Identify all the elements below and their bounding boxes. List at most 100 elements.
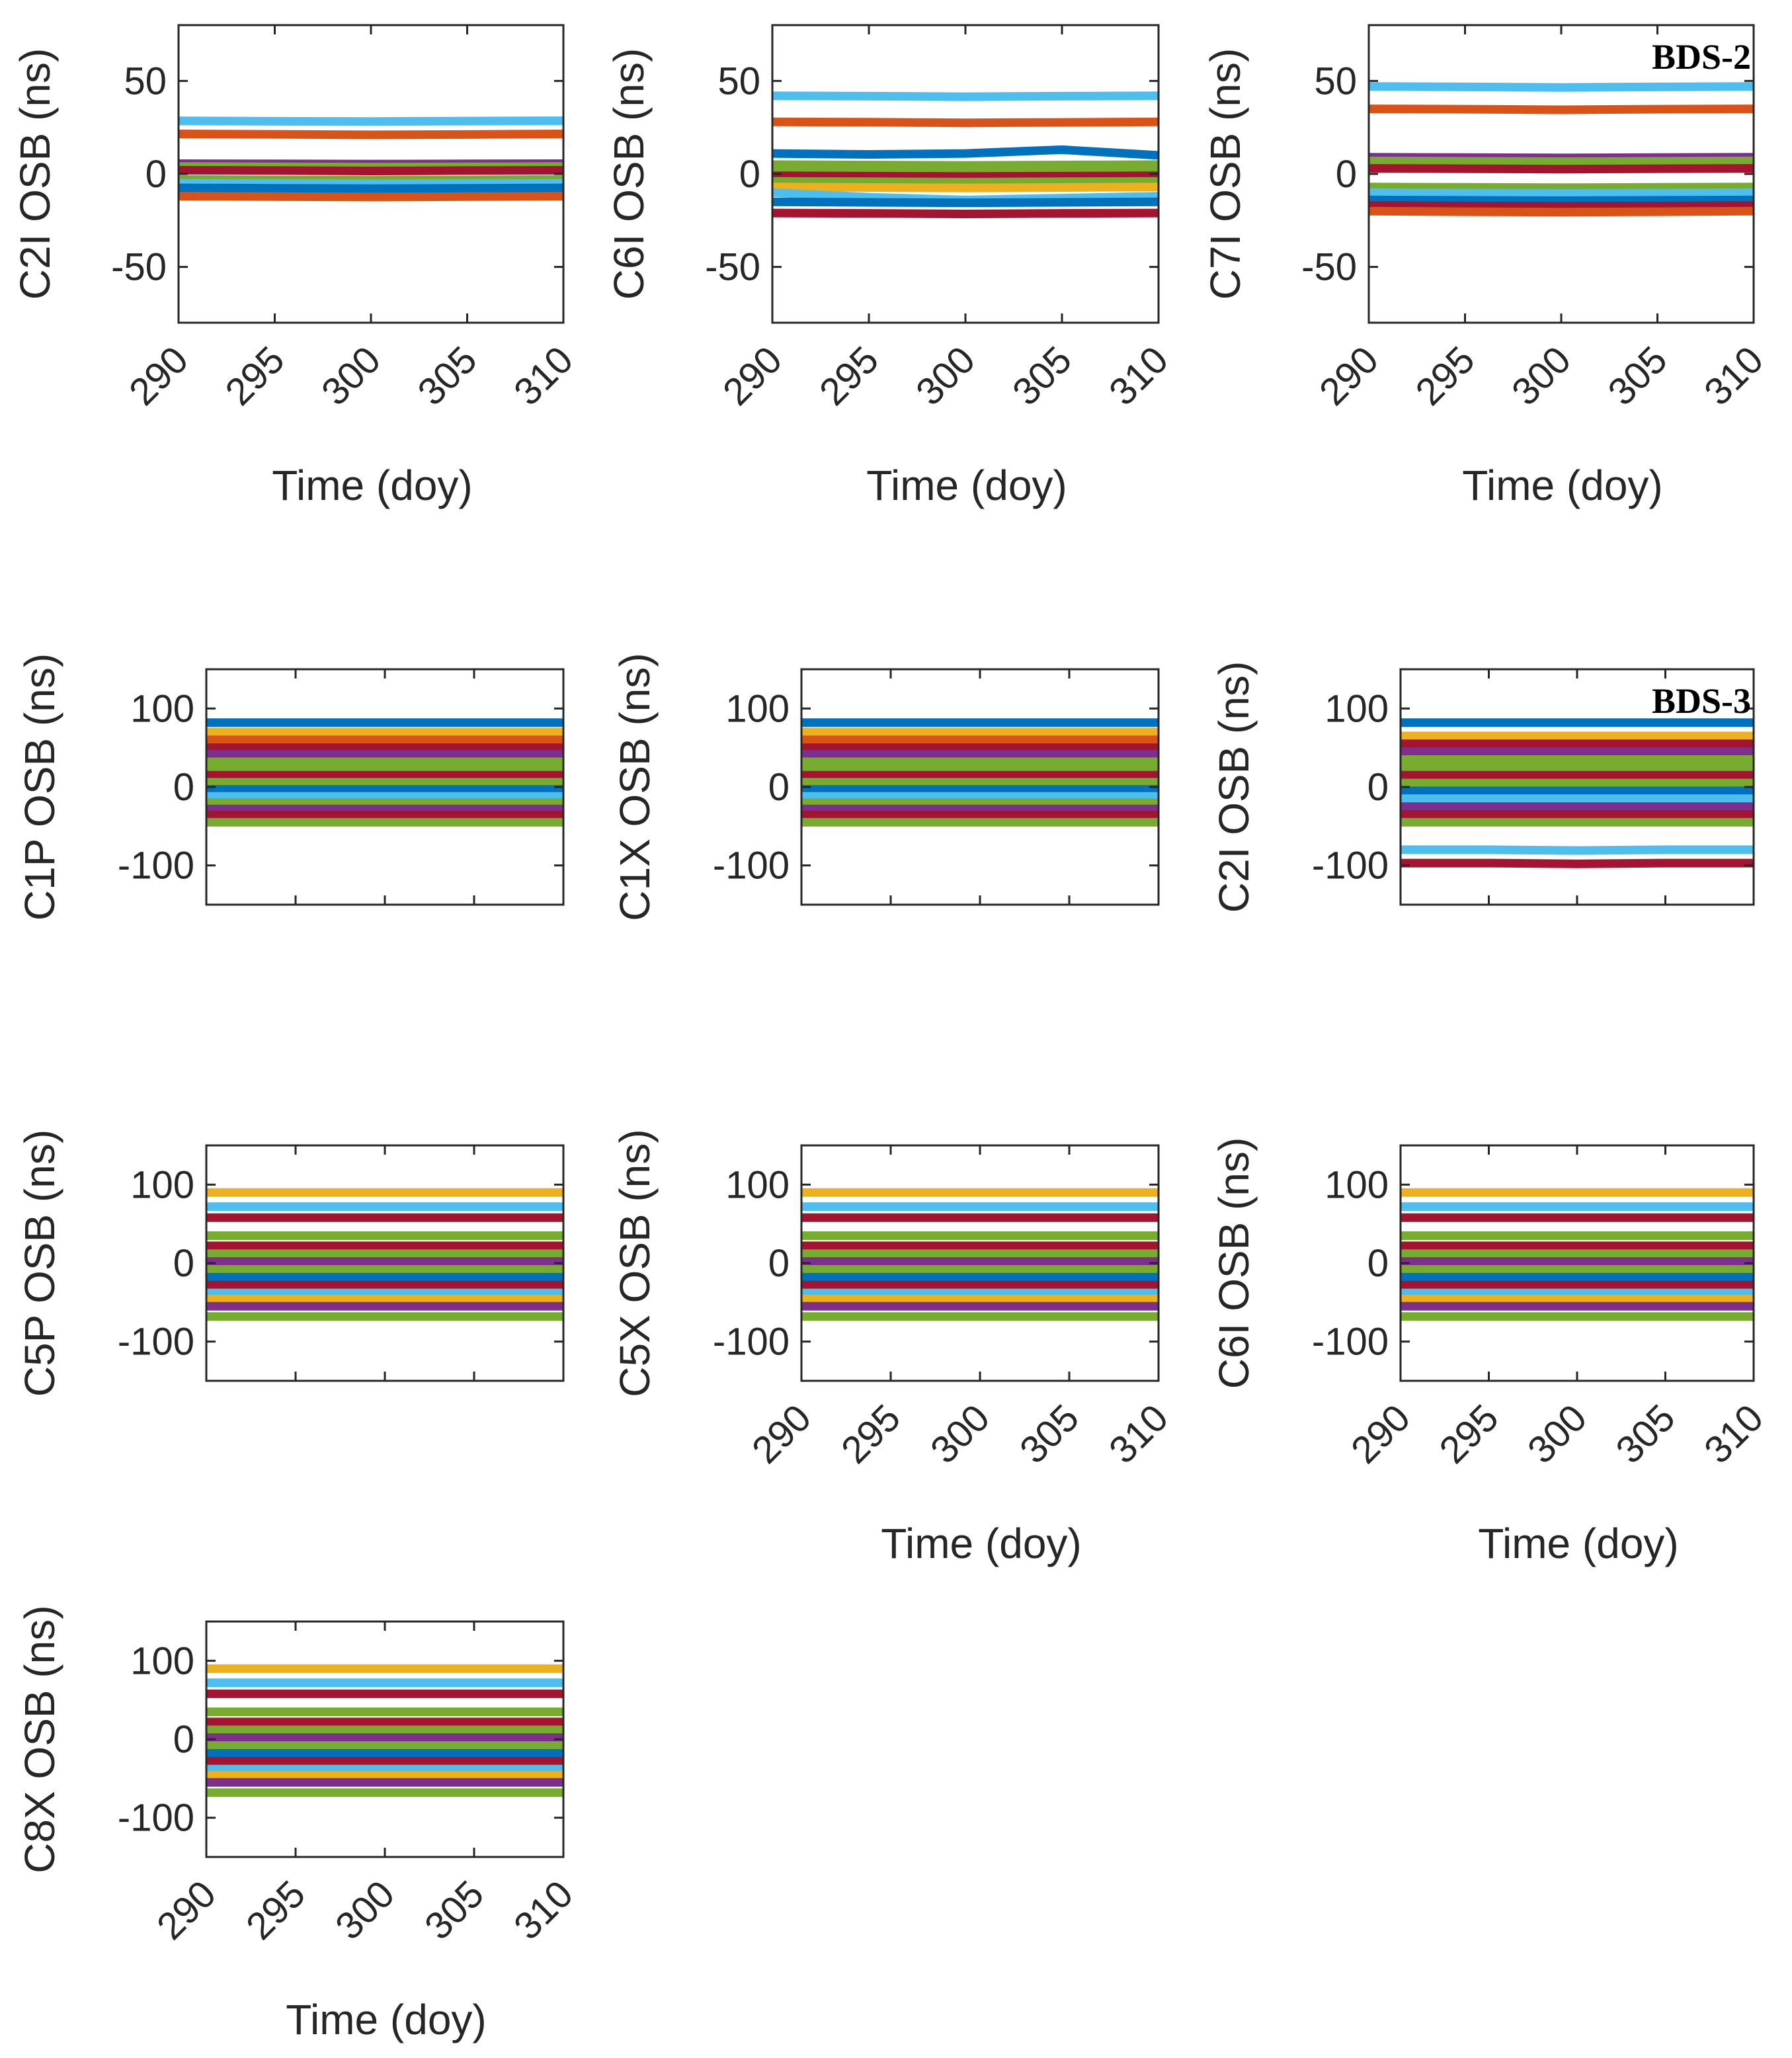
x-tick-label: 290: [744, 1396, 819, 1471]
chart-panel: 290 295 300 305 310 -100 0 100 C5X OSB (ns) Time …: [611, 1129, 1176, 1567]
x-tick-label: 295: [833, 1396, 909, 1471]
y-tick-label: -100: [118, 1797, 194, 1840]
series-group: [801, 718, 1159, 827]
x-tick-label: 310: [1101, 1396, 1176, 1471]
y-axis-title: C8X OSB (ns): [16, 1605, 63, 1873]
y-tick-label: 0: [768, 1242, 790, 1285]
y-tick-label: -50: [705, 246, 760, 289]
y-tick-label: 0: [173, 1718, 194, 1761]
chart-panel: -100 0 100 C1P OSB (ns): [16, 653, 565, 921]
series-line-6: [1369, 183, 1754, 192]
x-tick-label: 305: [409, 338, 485, 413]
x-tick-label: 295: [1431, 1396, 1506, 1471]
series-group: [772, 91, 1159, 218]
y-tick-label: 100: [1324, 687, 1389, 730]
y-tick-label: 100: [130, 1639, 194, 1682]
x-tick-label: 310: [1101, 338, 1176, 413]
y-tick-label: 100: [725, 1163, 790, 1206]
chart-panel: -100 0 100 C1X OSB (ns): [611, 653, 1160, 921]
y-axis-title: C7I OSB (ns): [1201, 48, 1249, 300]
series-line-8: [772, 183, 1159, 192]
plot-area: [1369, 25, 1754, 323]
x-axis-title: Time (doy): [1478, 1520, 1678, 1567]
series-group: [1369, 82, 1754, 217]
x-axis-title: Time (doy): [286, 1996, 486, 2043]
chart-panel: 290 295 300 305 310 -100 0 100 C6I OSB (ns) Time …: [1210, 1137, 1772, 1567]
series-line-11: [772, 208, 1159, 218]
chart-panel: 290 295 300 305 310 -50 0 50 C2I OSB (ns) Time (d…: [11, 24, 581, 509]
series-line-5: [179, 165, 563, 175]
y-tick-label: 100: [130, 1163, 194, 1206]
x-tick-label: 300: [1520, 1396, 1595, 1471]
y-axis-title: C5X OSB (ns): [611, 1129, 659, 1397]
x-tick-label: 290: [715, 338, 790, 413]
x-tick-label: 300: [922, 1396, 998, 1471]
y-tick-label: 50: [717, 60, 760, 103]
x-tick-label: 290: [149, 1872, 224, 1948]
y-tick-label: -100: [118, 1321, 194, 1364]
series-line-1: [772, 91, 1159, 101]
x-tick-label: 290: [1343, 1396, 1418, 1471]
x-tick-label: 295: [1407, 338, 1483, 413]
y-tick-label: 100: [725, 687, 790, 730]
chart-panel: -100 0 100 C5P OSB (ns): [16, 1130, 565, 1397]
y-tick-label: 50: [1314, 60, 1357, 103]
x-tick-label: 310: [506, 338, 581, 413]
series-group: [801, 1188, 1159, 1321]
y-axis-title: C6I OSB (ns): [1210, 1137, 1258, 1389]
series-line-10: [179, 192, 563, 202]
series-group: [206, 718, 563, 827]
x-axis-title: Time (doy): [881, 1520, 1081, 1567]
y-tick-label: -100: [713, 844, 790, 887]
x-tick-label: 295: [811, 338, 887, 413]
y-tick-label: 50: [124, 60, 167, 103]
x-tick-label: 305: [1608, 1396, 1683, 1471]
series-line-7: [1369, 188, 1754, 198]
x-tick-label: 290: [1311, 338, 1387, 413]
x-tick-label: 300: [1504, 338, 1579, 413]
y-axis-title: C1X OSB (ns): [611, 653, 659, 921]
constellation-label: BDS-2: [1652, 37, 1751, 77]
y-tick-label: 0: [768, 766, 790, 809]
series-line-2: [179, 130, 563, 140]
x-tick-label: 300: [313, 338, 389, 413]
y-tick-label: 0: [1367, 766, 1389, 809]
y-axis-title: C6I OSB (ns): [605, 48, 653, 300]
chart-panel: 290 295 300 305 310 -50 0 50 C6I OSB (ns) Time (d…: [605, 24, 1176, 509]
y-tick-label: 100: [1324, 1163, 1389, 1206]
y-axis-title: C1P OSB (ns): [16, 653, 63, 921]
x-tick-label: 310: [1696, 338, 1772, 413]
x-axis-title: Time (doy): [272, 462, 472, 509]
x-tick-label: 305: [417, 1872, 492, 1948]
y-tick-label: -100: [1312, 1321, 1389, 1364]
x-tick-label: 305: [1004, 338, 1080, 413]
x-tick-label: 300: [908, 338, 983, 413]
series-group: [206, 1188, 563, 1321]
series-line-5: [772, 165, 1159, 175]
y-axis-title: C2I OSB (ns): [11, 48, 59, 300]
series-line-7: [772, 177, 1159, 186]
y-tick-label: -100: [118, 844, 194, 887]
y-tick-label: 0: [739, 153, 760, 196]
x-tick-label: 290: [121, 338, 196, 413]
series-line-1: [179, 116, 563, 126]
x-axis-title: Time (doy): [1462, 462, 1662, 509]
chart-panel: 290 295 300 305 310 -50 0 50 C7I OSB (ns) Time (d…: [1201, 24, 1772, 509]
chart-panel: -100 0 100 C2I OSB (ns) BDS-3: [1210, 661, 1755, 913]
y-tick-label: -100: [1312, 844, 1389, 887]
y-tick-label: -50: [1301, 246, 1357, 289]
series-line-10: [1369, 206, 1754, 217]
x-tick-label: 310: [1696, 1396, 1772, 1471]
x-axis-title: Time (doy): [866, 462, 1067, 509]
constellation-label: BDS-3: [1652, 681, 1751, 721]
series-group: [1401, 1188, 1754, 1321]
series-group: [179, 116, 563, 202]
chart-panel: 290 295 300 305 310 -100 0 100 C8X OSB (ns) Time …: [16, 1605, 581, 2043]
x-tick-label: 295: [217, 338, 292, 413]
series-group: [1401, 718, 1754, 868]
y-axis-title: C2I OSB (ns): [1210, 661, 1258, 913]
y-axis-title: C5P OSB (ns): [16, 1130, 63, 1397]
series-group: [206, 1664, 563, 1797]
x-tick-label: 305: [1012, 1396, 1087, 1471]
